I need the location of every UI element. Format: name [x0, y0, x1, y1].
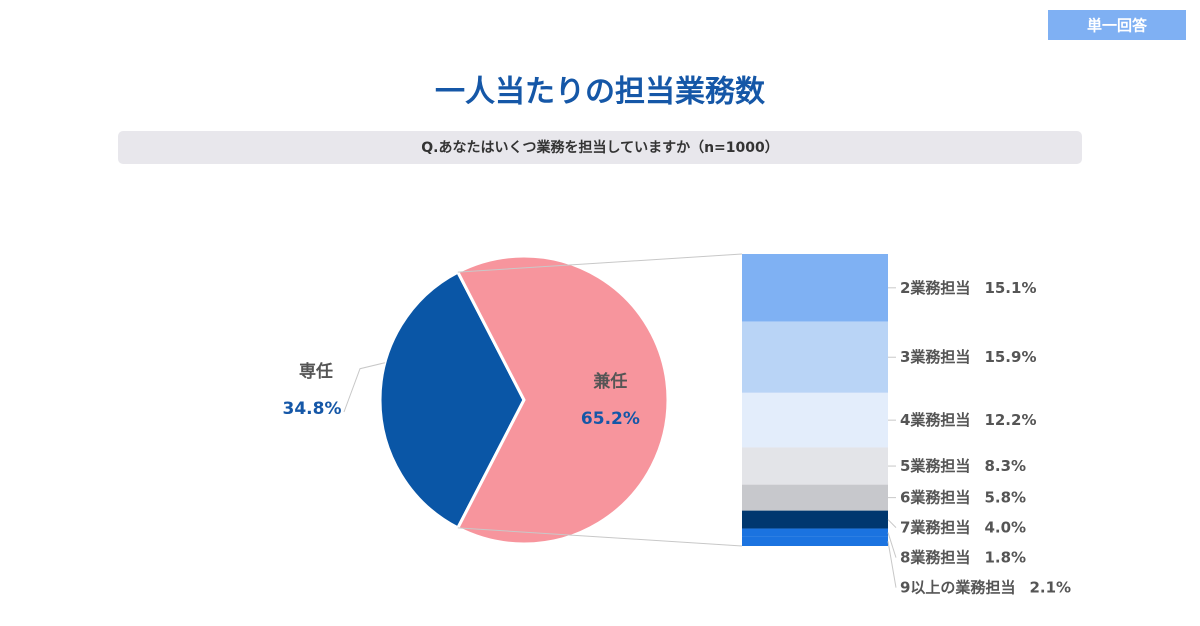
leader-line: [887, 519, 897, 528]
segment-value-label: 15.9%: [984, 348, 1036, 366]
segment-name: 8業務担当: [900, 548, 970, 566]
bar-segment: [742, 484, 888, 511]
bar-segment: [742, 510, 888, 529]
slice-value-label: 65.2%: [581, 409, 640, 429]
segment-name: 2業務担当: [900, 278, 970, 296]
segment-value-label: 1.8%: [984, 548, 1026, 566]
bar-segment: [742, 536, 888, 546]
segment-label: 2業務担当 15.1%: [900, 278, 1036, 296]
chart-title: 一人当たりの担当業務数: [435, 75, 766, 110]
segment-name: 5業務担当: [900, 457, 970, 475]
slice-value-label: 34.8%: [283, 399, 342, 419]
segment-value-label: 5.8%: [984, 488, 1026, 506]
segment-label: 7業務担当 4.0%: [900, 518, 1026, 536]
segment-label: 9以上の業務担当 2.1%: [900, 578, 1071, 596]
segment-value-label: 8.3%: [984, 457, 1026, 475]
leader-line: [887, 532, 897, 558]
badge: 単一回答: [1087, 17, 1148, 35]
segment-value-label: 2.1%: [1029, 578, 1071, 596]
leader-line: [887, 541, 897, 588]
segment-value-label: 12.2%: [984, 411, 1036, 429]
segment-value-label: 4.0%: [984, 518, 1026, 536]
segment-label: 4業務担当 12.2%: [900, 411, 1036, 429]
bar-segment: [742, 528, 888, 537]
bar-segment: [742, 447, 888, 485]
connector-line: [457, 527, 743, 547]
bar-segment: [742, 321, 888, 393]
connector-line: [457, 253, 743, 273]
segment-name: 4業務担当: [900, 411, 970, 429]
slice-label: 専任: [299, 361, 333, 382]
bar-segment: [742, 254, 888, 322]
badge-box: [1048, 10, 1186, 40]
segment-name: 3業務担当: [900, 348, 970, 366]
leader-line: [343, 362, 386, 413]
pie-slice: [378, 270, 526, 530]
segment-value-label: 15.1%: [984, 278, 1036, 296]
subtitle-box: [118, 131, 1082, 164]
segment-name: 6業務担当: [900, 488, 970, 506]
segment-label: 3業務担当 15.9%: [900, 348, 1036, 366]
bar-segment: [742, 392, 888, 448]
slice-label: 兼任: [593, 371, 627, 392]
segment-label: 5業務担当 8.3%: [900, 457, 1026, 475]
subtitle: Q.あなたはいくつ業務を担当していますか（n=1000）: [421, 139, 778, 156]
pie-slice: [455, 254, 670, 546]
segment-name: 7業務担当: [900, 518, 970, 536]
segment-label: 6業務担当 5.8%: [900, 488, 1026, 506]
segment-name: 9以上の業務担当: [900, 578, 1015, 596]
segment-label: 8業務担当 1.8%: [900, 548, 1026, 566]
